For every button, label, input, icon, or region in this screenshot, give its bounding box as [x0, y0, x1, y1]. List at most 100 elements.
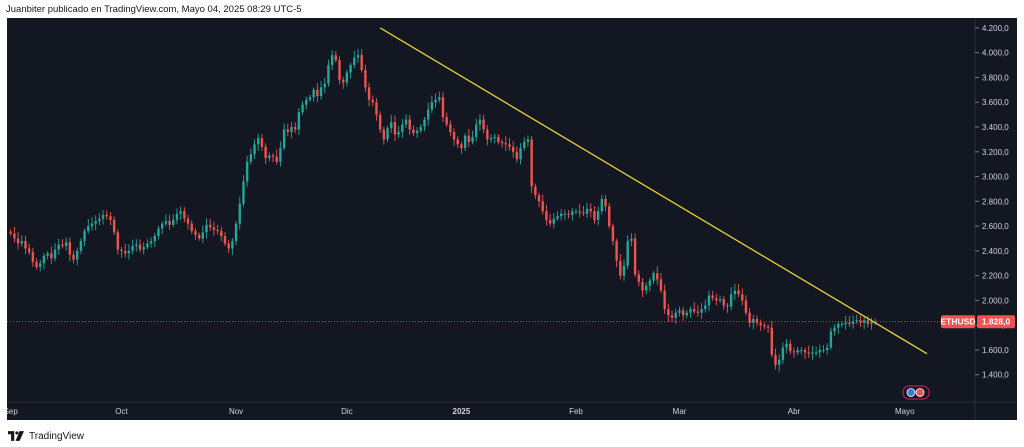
- y-tick-label: 3.600,0: [982, 98, 1009, 107]
- candle-body: [124, 250, 127, 254]
- candle-body: [711, 295, 714, 298]
- candle-body: [763, 325, 766, 327]
- candle-body: [633, 238, 637, 275]
- candle-body: [212, 227, 216, 230]
- candle-body: [678, 310, 681, 313]
- candle-body: [412, 129, 415, 134]
- candle-body: [201, 232, 205, 239]
- candle-body: [101, 214, 105, 219]
- x-tick-label: Mayo: [895, 407, 915, 416]
- candlestick-chart[interactable]: 1.400,01.600,01.800,02.000,02.200,02.400…: [7, 18, 1017, 420]
- candle-body: [386, 128, 389, 140]
- candle-body: [16, 238, 20, 244]
- candle-body: [39, 263, 42, 267]
- candle-body: [785, 343, 788, 348]
- candle-body: [31, 252, 35, 263]
- trendline: [379, 27, 928, 355]
- x-tick-label: Feb: [569, 407, 583, 416]
- candle-body: [530, 139, 533, 187]
- candle-body: [511, 146, 515, 152]
- candle-body: [316, 89, 319, 97]
- candle-body: [186, 218, 190, 224]
- candle-body: [844, 322, 847, 324]
- candle-body: [489, 138, 493, 140]
- candle-body: [556, 216, 559, 219]
- candle-body: [42, 255, 46, 264]
- candle-body: [851, 321, 855, 324]
- candle-body: [803, 349, 807, 353]
- candle-body: [353, 57, 356, 66]
- time-axis[interactable]: Sep Oct Nov Dic 2025 Feb Mar Abr Mayo: [7, 407, 915, 416]
- candle-body: [729, 294, 733, 307]
- candle-body: [253, 144, 256, 155]
- candle-body: [497, 136, 500, 142]
- y-tick-label: 2.000,0: [982, 296, 1009, 305]
- candle-body: [149, 240, 153, 244]
- candle-body: [630, 238, 633, 241]
- candle-body: [611, 226, 615, 241]
- candle-body: [848, 322, 851, 324]
- candle-body: [53, 249, 57, 259]
- candle-body: [811, 352, 814, 354]
- candle-body: [127, 250, 131, 254]
- candle-body: [64, 242, 68, 246]
- candle-body: [330, 55, 334, 66]
- candle-body: [271, 155, 275, 157]
- candle-body: [312, 89, 315, 98]
- candle-body: [364, 70, 367, 88]
- candle-body: [197, 234, 201, 239]
- candle-body: [234, 223, 238, 241]
- candle-body: [700, 309, 703, 313]
- candle-body: [641, 281, 644, 291]
- candle-body: [670, 315, 674, 318]
- candle-body: [168, 221, 171, 225]
- candle-body: [482, 119, 485, 130]
- candle-body: [90, 223, 94, 227]
- price-axis[interactable]: 1.400,01.600,01.800,02.000,02.200,02.400…: [975, 24, 1009, 380]
- candle-body: [27, 248, 31, 253]
- candle-body: [94, 221, 97, 224]
- candle-body: [626, 240, 629, 266]
- candle-body: [552, 218, 556, 224]
- candle-body: [822, 349, 825, 351]
- candle-body: [737, 290, 740, 295]
- candle-body: [172, 219, 175, 225]
- candle-body: [674, 312, 677, 318]
- candle-body: [759, 322, 762, 326]
- candle-body: [840, 323, 844, 325]
- candle-body: [685, 312, 689, 316]
- candle-body: [390, 122, 393, 129]
- y-tick-label: 3.000,0: [982, 173, 1009, 182]
- candle-body: [223, 236, 227, 244]
- candle-body: [160, 223, 164, 229]
- candle-body: [862, 320, 866, 323]
- candle-body: [157, 228, 160, 237]
- x-tick-label: Nov: [229, 407, 243, 416]
- candle-body: [275, 156, 278, 162]
- candle-body: [382, 129, 386, 140]
- candle-body: [449, 124, 452, 132]
- candle-body: [83, 231, 86, 241]
- candle-body: [741, 294, 744, 301]
- candle-body: [404, 119, 408, 125]
- candle-body: [463, 135, 467, 149]
- overlays: [7, 27, 941, 355]
- candle-body: [792, 351, 796, 353]
- candle-body: [478, 119, 482, 125]
- chart-panel[interactable]: 1.400,01.600,01.800,02.000,02.200,02.400…: [7, 18, 1017, 420]
- candle-body: [378, 114, 382, 130]
- candle-body: [142, 247, 145, 250]
- candle-body: [445, 117, 448, 125]
- candle-body: [194, 231, 197, 235]
- candle-body: [242, 181, 245, 204]
- y-tick-label: 4.000,0: [982, 49, 1009, 58]
- candle-body: [209, 224, 212, 228]
- events-icon[interactable]: [902, 385, 930, 400]
- candle-body: [648, 280, 652, 286]
- x-tick-label: Abr: [788, 407, 801, 416]
- candle-body: [475, 124, 478, 137]
- candle-body: [179, 211, 182, 214]
- candle-body: [589, 208, 592, 212]
- candle-body: [704, 305, 707, 310]
- candle-body: [20, 240, 23, 244]
